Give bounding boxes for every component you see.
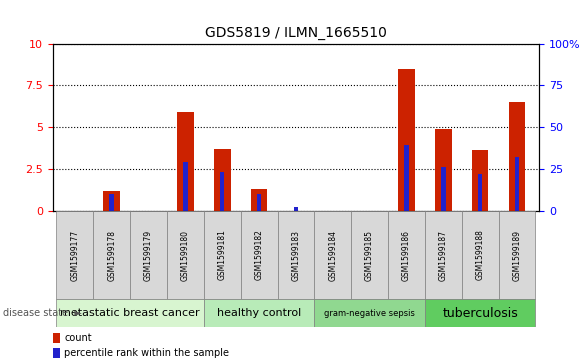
Text: GSM1599184: GSM1599184 — [328, 229, 338, 281]
Bar — [388, 211, 425, 299]
Bar — [56, 299, 204, 327]
Bar — [314, 299, 425, 327]
Bar — [425, 211, 462, 299]
Bar — [351, 211, 388, 299]
Bar — [314, 211, 351, 299]
Text: gram-negative sepsis: gram-negative sepsis — [324, 309, 415, 318]
Text: GSM1599186: GSM1599186 — [402, 229, 411, 281]
Bar — [130, 211, 167, 299]
Text: GSM1599181: GSM1599181 — [218, 229, 227, 281]
Text: GSM1599177: GSM1599177 — [70, 229, 79, 281]
Bar — [257, 194, 261, 211]
Bar — [103, 191, 120, 211]
Bar — [441, 167, 445, 211]
Text: GSM1599189: GSM1599189 — [513, 229, 522, 281]
Text: healthy control: healthy control — [217, 308, 301, 318]
Bar — [472, 150, 489, 211]
Text: GSM1599188: GSM1599188 — [476, 229, 485, 281]
Text: GSM1599183: GSM1599183 — [291, 229, 301, 281]
Bar — [167, 211, 204, 299]
Text: GSM1599180: GSM1599180 — [181, 229, 190, 281]
Bar — [110, 194, 114, 211]
Text: GSM1599187: GSM1599187 — [439, 229, 448, 281]
Bar — [251, 189, 267, 211]
Bar — [183, 162, 188, 211]
Bar — [241, 211, 278, 299]
Bar — [515, 157, 519, 211]
Bar — [478, 174, 482, 211]
Text: count: count — [64, 334, 92, 343]
Bar — [204, 299, 314, 327]
Bar — [53, 333, 60, 343]
Bar — [398, 69, 415, 211]
Text: tuberculosis: tuberculosis — [442, 307, 518, 319]
Bar — [53, 348, 60, 358]
Bar — [404, 146, 408, 211]
Text: GSM1599178: GSM1599178 — [107, 229, 116, 281]
Bar — [425, 299, 536, 327]
Text: GSM1599185: GSM1599185 — [365, 229, 374, 281]
Bar — [177, 112, 194, 211]
Bar — [509, 102, 525, 211]
Bar — [93, 211, 130, 299]
Bar — [462, 211, 499, 299]
Text: metastatic breast cancer: metastatic breast cancer — [60, 308, 200, 318]
Text: percentile rank within the sample: percentile rank within the sample — [64, 348, 229, 358]
Text: disease state  ►: disease state ► — [3, 308, 82, 318]
Bar — [435, 129, 452, 211]
Bar — [204, 211, 241, 299]
Title: GDS5819 / ILMN_1665510: GDS5819 / ILMN_1665510 — [205, 26, 387, 40]
Bar — [278, 211, 314, 299]
Bar — [220, 172, 224, 211]
Text: GSM1599179: GSM1599179 — [144, 229, 153, 281]
Text: GSM1599182: GSM1599182 — [254, 229, 264, 281]
Bar — [294, 207, 298, 211]
Bar — [499, 211, 536, 299]
Bar — [214, 149, 230, 211]
Bar — [56, 211, 93, 299]
